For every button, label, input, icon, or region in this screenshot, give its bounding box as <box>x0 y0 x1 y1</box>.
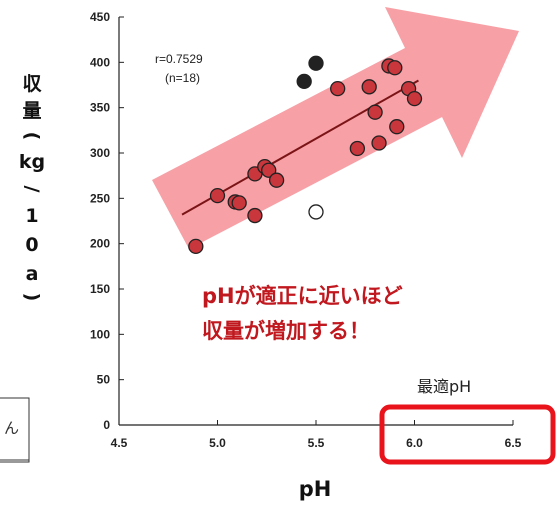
data-point <box>367 104 383 120</box>
data-point <box>308 204 324 220</box>
data-point <box>231 195 247 211</box>
x-tick-label: 5.5 <box>308 436 325 450</box>
y-axis-label-char: a <box>26 263 39 285</box>
data-point <box>188 238 204 255</box>
data-point <box>387 60 403 76</box>
data-point <box>330 80 346 97</box>
y-tick-label: 150 <box>90 282 110 296</box>
y-tick-label: 300 <box>90 146 110 160</box>
y-tick-label: 50 <box>97 373 111 387</box>
data-point <box>371 135 387 151</box>
y-tick-label: 0 <box>103 418 110 432</box>
y-axis-label-char: 収 <box>22 73 42 95</box>
y-ticks: 0 50 100 150 200 250 300 350 400 450 <box>90 10 124 432</box>
x-tick-label: 4.5 <box>111 436 128 450</box>
y-axis-label-char: 1 <box>25 205 38 227</box>
annotation-line-2: 収量が増加する！ <box>202 319 370 343</box>
data-point <box>308 55 324 71</box>
y-tick-label: 200 <box>90 237 110 251</box>
optimal-ph-highlight <box>379 404 556 465</box>
y-axis-label-char: 0 <box>25 234 38 256</box>
x-axis-label: pH <box>299 477 332 501</box>
annotation-line-1: pHが適正に近いほど <box>202 284 403 308</box>
x-ticks: 4.5 5.0 5.5 6.0 6.5 <box>111 420 522 450</box>
data-point <box>268 172 285 188</box>
data-point <box>361 79 377 95</box>
y-tick-label: 100 <box>90 327 110 341</box>
data-point <box>389 119 405 135</box>
side-text: ん <box>4 419 19 437</box>
side-box: ん <box>0 397 30 463</box>
y-axis-label: 収量 ( kg / 1 0 a) <box>19 73 45 301</box>
y-axis-label-char: ) <box>21 293 43 302</box>
y-axis-label-char: 量 <box>22 100 41 122</box>
stat-r: r=0.7529 <box>155 52 203 66</box>
y-tick-label: 250 <box>90 191 110 205</box>
data-point <box>261 162 277 178</box>
x-tick-label: 5.0 <box>209 436 226 450</box>
optimal-ph-label: 最適pH <box>417 377 471 396</box>
x-tick-label: 6.0 <box>406 436 423 450</box>
data-point <box>209 187 226 204</box>
x-tick-label: 6.5 <box>505 436 522 450</box>
y-tick-label: 350 <box>90 101 110 115</box>
y-tick-label: 400 <box>90 55 110 69</box>
data-point <box>296 73 312 90</box>
data-points <box>188 55 423 255</box>
y-axis-label-char: / <box>21 186 43 193</box>
stat-n: (n=18) <box>165 71 200 85</box>
data-point <box>349 140 366 157</box>
data-point <box>406 90 423 107</box>
y-axis-label-char: kg <box>19 151 45 173</box>
y-tick-label: 450 <box>90 10 110 24</box>
data-point <box>247 207 263 224</box>
y-axis-label-char: ( <box>21 132 43 141</box>
